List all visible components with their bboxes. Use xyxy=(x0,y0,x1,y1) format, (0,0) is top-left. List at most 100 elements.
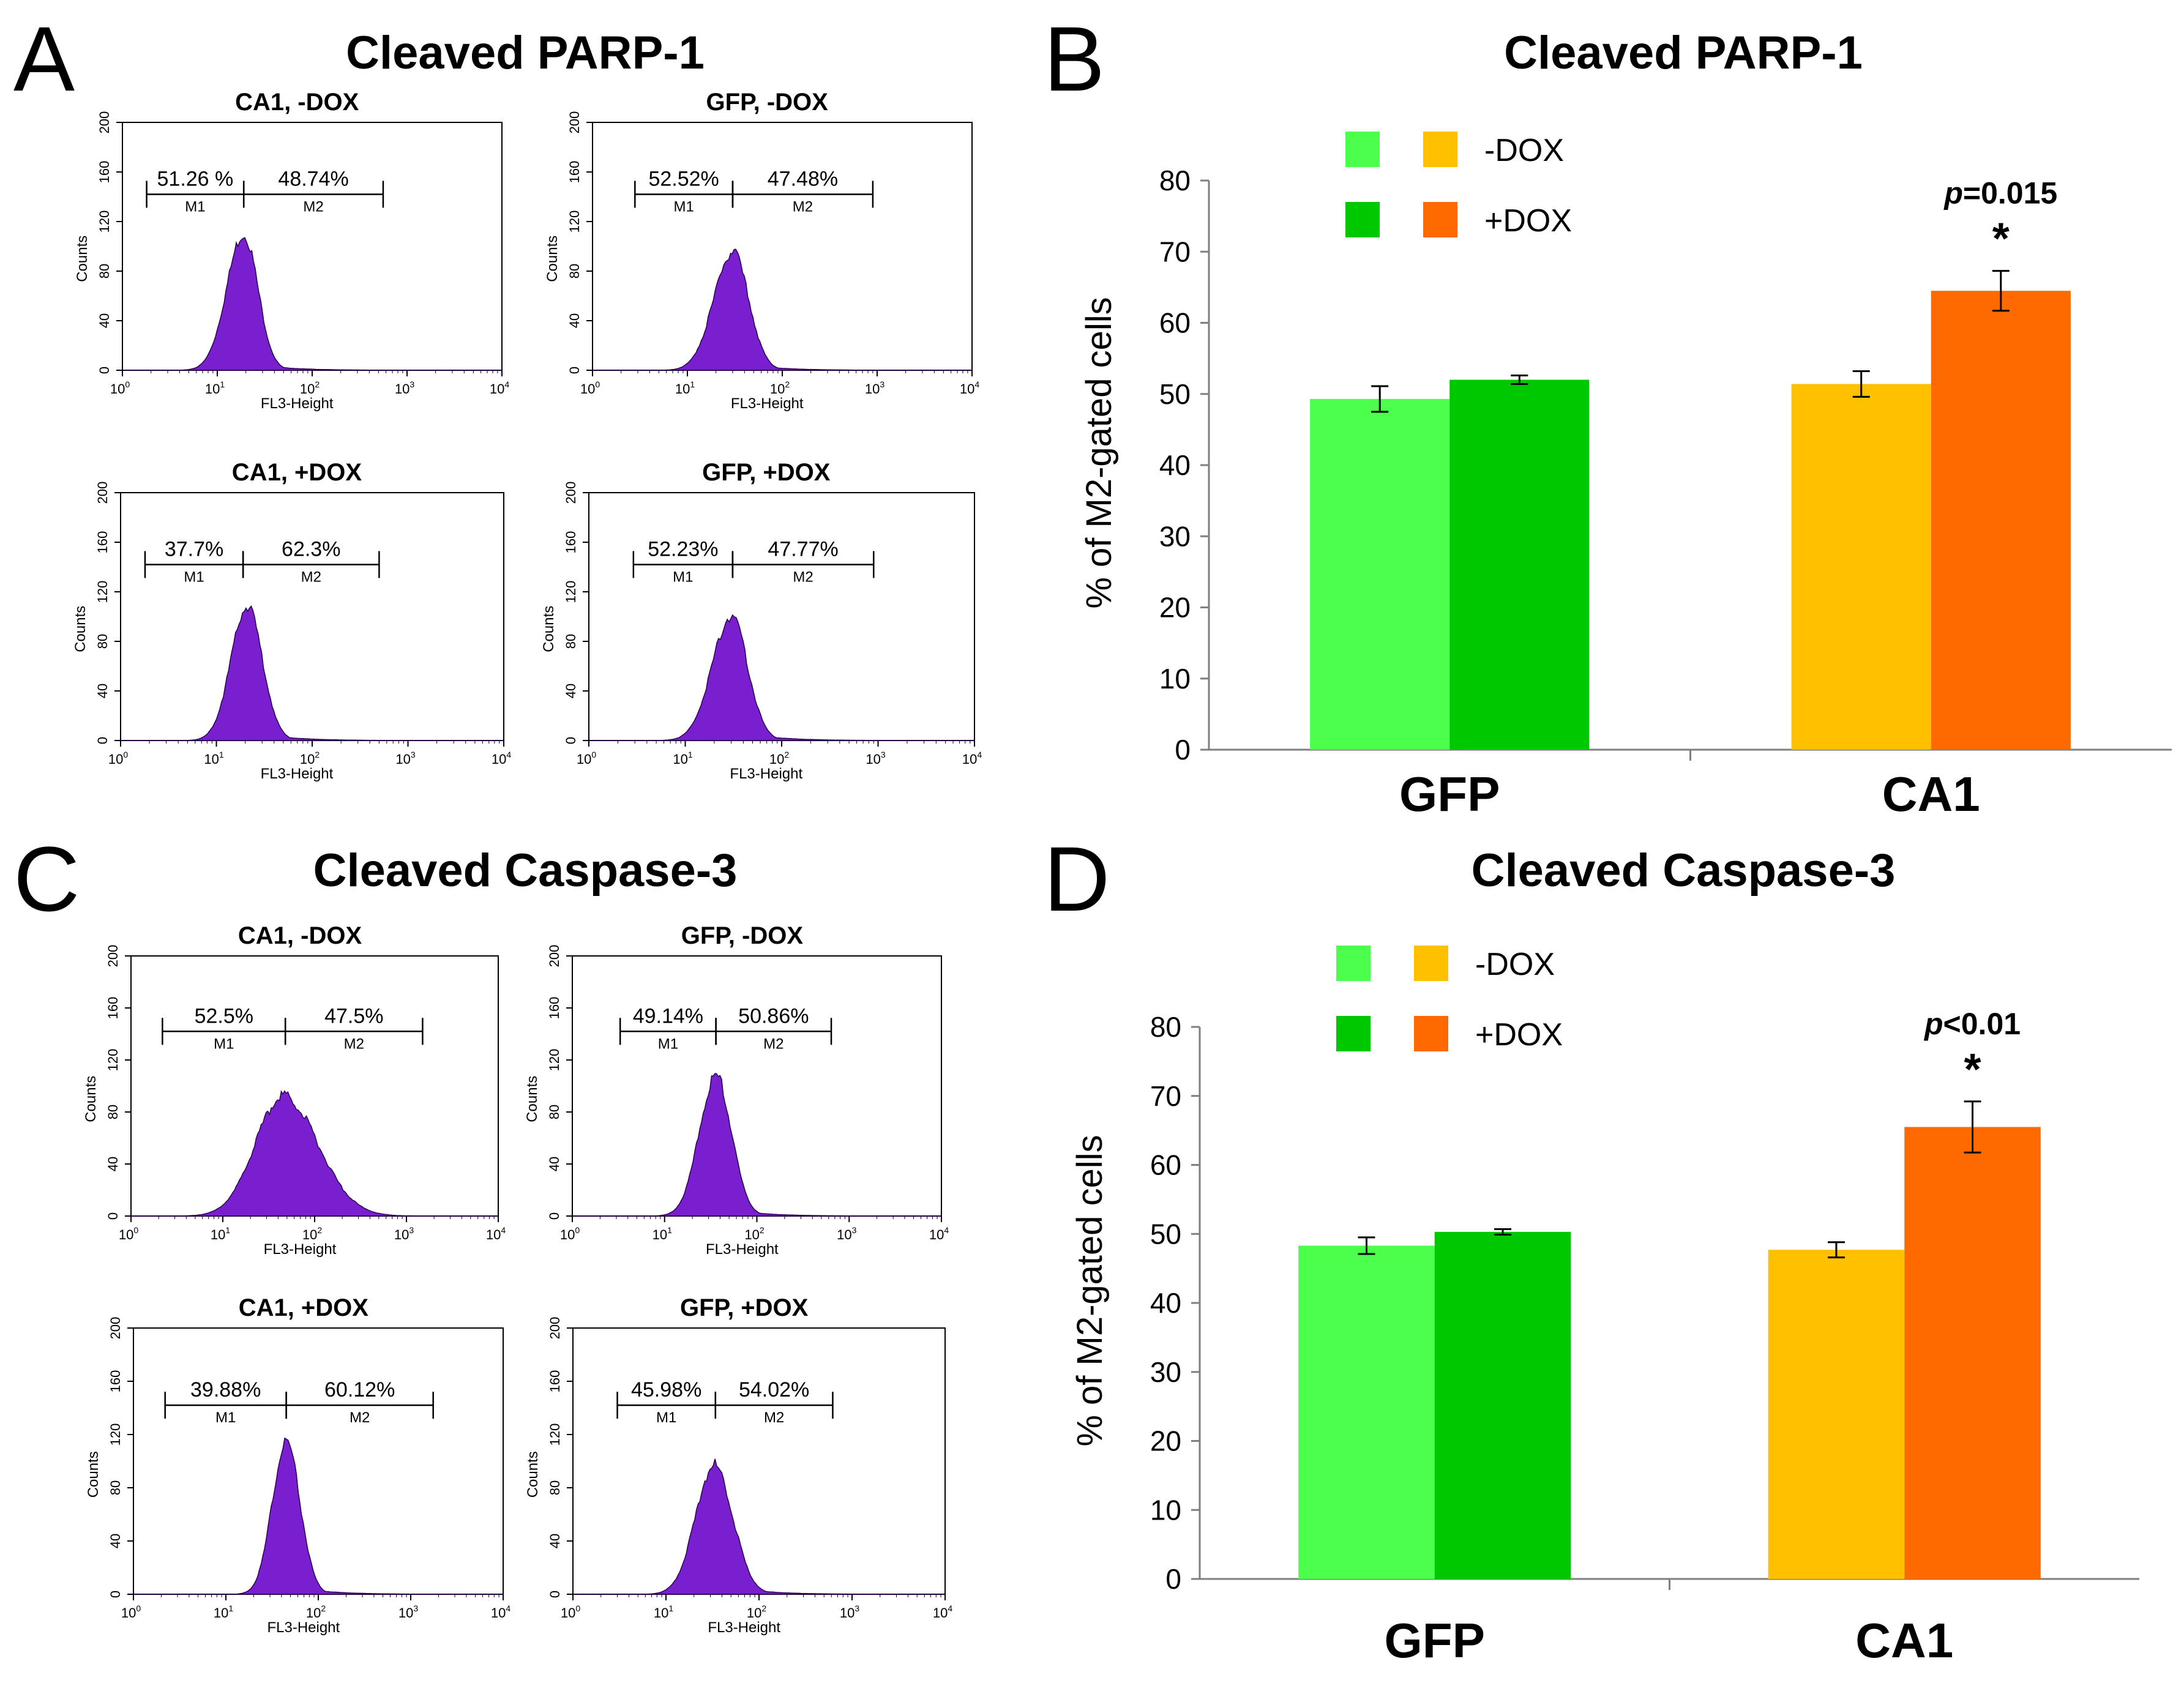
y-tick-label: 0 xyxy=(1175,734,1191,766)
y-tick-label: 120 xyxy=(95,581,110,603)
y-tick-label: 120 xyxy=(97,211,112,233)
histogram-5: GFP, -DOX 0 40 80 120 160 200 Counts 100 101 102 10… xyxy=(524,922,949,1258)
y-tick-label: 160 xyxy=(563,531,578,554)
y-axis-label: Counts xyxy=(540,606,557,652)
x-tick-label: 104 xyxy=(962,750,982,767)
y-tick-label: 40 xyxy=(563,684,578,698)
y-tick-label: 200 xyxy=(547,1317,563,1340)
y-tick-label: 50 xyxy=(1150,1218,1181,1250)
y-tick-label: 80 xyxy=(95,634,110,649)
y-tick-label: 200 xyxy=(97,111,112,134)
y-tick-label: 0 xyxy=(547,1591,563,1598)
x-tick-label: 102 xyxy=(300,379,320,397)
x-tick-label: 103 xyxy=(395,750,415,767)
x-tick-label: 102 xyxy=(302,1225,322,1242)
x-axis-label: FL3-Height xyxy=(261,766,334,782)
bar-ca1-minus-dox xyxy=(1768,1250,1905,1579)
y-tick-label: 10 xyxy=(1150,1494,1181,1526)
y-axis-label: Counts xyxy=(524,1076,540,1122)
legend-label: -DOX xyxy=(1484,133,1564,168)
y-tick-label: 0 xyxy=(97,367,112,374)
gate-percent-label: 50.86% xyxy=(738,1004,809,1028)
histogram-frame xyxy=(572,955,942,1217)
x-tick-label: 104 xyxy=(486,1225,506,1242)
y-axis-label: Counts xyxy=(72,606,89,652)
y-axis-label: Counts xyxy=(525,1451,541,1498)
y-tick-label: 40 xyxy=(1150,1287,1181,1319)
x-tick-label: 102 xyxy=(744,1225,764,1242)
histogram-title: GFP, +DOX xyxy=(702,459,831,486)
gate-percent-label: 47.48% xyxy=(768,167,838,190)
bar-gfp-plus-dox xyxy=(1449,379,1590,750)
y-tick-label: 160 xyxy=(108,1370,123,1393)
bar-ca1-plus-dox xyxy=(1904,1127,2041,1579)
gate-name-label: M1 xyxy=(215,1409,236,1426)
gate-name-label: M2 xyxy=(793,569,813,585)
y-tick-label: 160 xyxy=(97,161,112,184)
x-tick-label: 100 xyxy=(560,1225,580,1242)
gate-name-label: M2 xyxy=(793,198,813,215)
x-tick-label: 101 xyxy=(214,1603,233,1621)
x-tick-label: 104 xyxy=(490,379,509,397)
legend-swatch-gfp xyxy=(1336,946,1371,981)
y-axis-label: Counts xyxy=(83,1076,99,1122)
category-label: GFP xyxy=(1399,767,1500,821)
histogram-7: GFP, +DOX 0 40 80 120 160 200 Counts 100 101 102 10… xyxy=(525,1294,952,1636)
y-tick-label: 80 xyxy=(97,264,112,278)
y-tick-label: 0 xyxy=(105,1212,121,1220)
gate-name-label: M2 xyxy=(303,198,323,215)
gate-name-label: M2 xyxy=(344,1035,364,1052)
y-tick-label: 0 xyxy=(108,1591,123,1598)
bar-gfp-plus-dox xyxy=(1434,1231,1571,1579)
panel-letter-b: B xyxy=(1044,7,1105,110)
x-axis-label: FL3-Height xyxy=(731,395,804,412)
x-tick-label: 103 xyxy=(394,1225,414,1242)
histogram-curve xyxy=(133,1437,503,1595)
gate-percent-label: 45.98% xyxy=(631,1378,701,1401)
y-tick-label: 200 xyxy=(547,945,562,968)
x-tick-label: 102 xyxy=(747,1603,766,1621)
panel-d-title: Cleaved Caspase-3 xyxy=(1472,845,1896,897)
histogram-curve xyxy=(572,1073,941,1217)
gate-name-label: M1 xyxy=(184,569,204,585)
gate-name-label: M1 xyxy=(656,1409,676,1426)
x-tick-label: 100 xyxy=(108,750,128,767)
y-axis-label: Counts xyxy=(85,1451,102,1498)
y-tick-label: 50 xyxy=(1159,378,1191,410)
y-tick-label: 40 xyxy=(547,1534,563,1548)
histogram-1: GFP, -DOX 0 40 80 120 160 200 Counts 100 101 102 10… xyxy=(544,89,979,412)
x-tick-label: 103 xyxy=(866,750,885,767)
legend-swatch-gfp xyxy=(1345,132,1380,167)
gate-percent-label: 60.12% xyxy=(324,1378,395,1401)
y-tick-label: 70 xyxy=(1150,1080,1181,1112)
category-label: GFP xyxy=(1385,1613,1485,1668)
panel-b-title: Cleaved PARP-1 xyxy=(1504,27,1863,79)
y-tick-label: 40 xyxy=(95,684,110,698)
histogram-0: CA1, -DOX 0 40 80 120 160 200 Counts 100 101 102 10… xyxy=(74,89,509,412)
gate-name-label: M1 xyxy=(214,1035,234,1052)
y-tick-label: 160 xyxy=(567,161,582,184)
gate-percent-label: 49.14% xyxy=(633,1004,703,1028)
gate-percent-label: 47.5% xyxy=(324,1004,383,1028)
histogram-frame xyxy=(592,122,973,371)
y-tick-label: 80 xyxy=(547,1480,563,1495)
x-tick-label: 101 xyxy=(654,1603,673,1621)
x-axis-label: FL3-Height xyxy=(264,1241,337,1258)
legend-swatch-ca1 xyxy=(1414,1016,1448,1051)
gate-percent-label: 54.02% xyxy=(739,1378,809,1401)
x-tick-label: 101 xyxy=(673,750,692,767)
x-tick-label: 104 xyxy=(933,1603,952,1621)
histogram-frame xyxy=(133,1327,504,1595)
histogram-title: CA1, -DOX xyxy=(235,89,359,116)
legend-swatch-gfp xyxy=(1345,202,1380,237)
y-tick-label: 120 xyxy=(547,1049,562,1072)
y-tick-label: 20 xyxy=(1150,1425,1181,1457)
legend-swatch-ca1 xyxy=(1423,132,1457,167)
x-tick-label: 103 xyxy=(837,1225,856,1242)
bar-chart-b: 0 10 20 30 40 50 60 70 80 % of M2-gated cells GFP C… xyxy=(1079,132,2172,821)
y-axis-label: Counts xyxy=(544,236,561,282)
y-tick-label: 0 xyxy=(95,737,110,744)
histogram-3: GFP, +DOX 0 40 80 120 160 200 Counts 100 101 102 10… xyxy=(540,459,982,782)
histogram-2: CA1, +DOX 0 40 80 120 160 200 Counts 100 101 102 10… xyxy=(72,459,511,782)
y-tick-label: 160 xyxy=(547,997,562,1020)
